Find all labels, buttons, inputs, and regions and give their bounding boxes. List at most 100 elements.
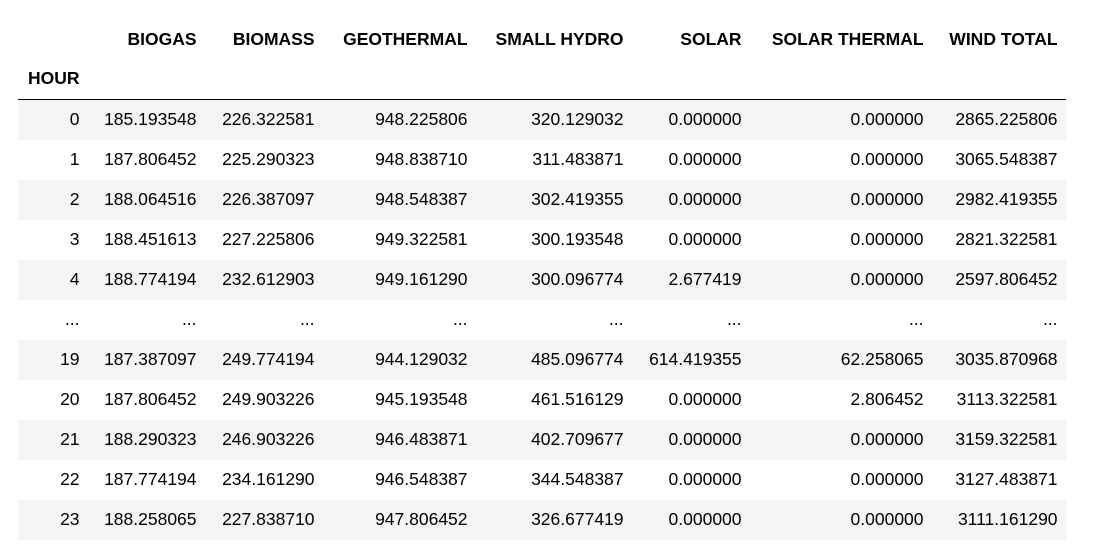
table-cell: ... <box>181 309 197 329</box>
table-cell: 227.225806 <box>222 229 315 249</box>
table-cell: 62.258065 <box>840 349 924 369</box>
row-index: 19 <box>60 349 80 369</box>
row-index: 23 <box>60 509 80 529</box>
table-header: BIOGAS BIOMASS GEOTHERMAL SMALL HYDRO SO… <box>18 20 1066 100</box>
column-header-row: BIOGAS BIOMASS GEOTHERMAL SMALL HYDRO SO… <box>18 20 1066 58</box>
table-cell: 226.387097 <box>222 189 315 209</box>
table-cell: 949.161290 <box>375 269 468 289</box>
index-name-row: HOUR <box>18 58 1066 100</box>
table-cell: 0.000000 <box>850 149 924 169</box>
table-cell: 948.548387 <box>375 189 468 209</box>
table-cell: 188.451613 <box>104 229 197 249</box>
table-cell: 3127.483871 <box>955 469 1058 489</box>
table-cell: 188.258065 <box>104 509 197 529</box>
row-index: ... <box>64 309 80 329</box>
column-header-small-hydro: SMALL HYDRO <box>495 28 624 49</box>
table-cell: 249.903226 <box>222 389 315 409</box>
table-cell: 0.000000 <box>850 469 924 489</box>
table-cell: 234.161290 <box>222 469 315 489</box>
table-cell: 187.806452 <box>104 389 197 409</box>
table-cell: 249.774194 <box>222 349 315 369</box>
table-cell: 188.774194 <box>104 269 197 289</box>
table-row: 2 188.064516 226.387097 948.548387 302.41935… <box>18 179 1066 220</box>
table-cell: ... <box>452 309 468 329</box>
table-cell: 3111.161290 <box>957 509 1058 529</box>
row-index: 21 <box>60 429 80 449</box>
table-cell: 947.806452 <box>375 509 468 529</box>
table-cell: 302.419355 <box>531 189 624 209</box>
table-cell: 2.677419 <box>668 269 742 289</box>
table-cell: 2.806452 <box>850 389 924 409</box>
table-row: 21 188.290323 246.903226 946.483871 402.7096… <box>18 419 1066 460</box>
table-cell: 2821.322581 <box>955 229 1058 249</box>
table-row: 3 188.451613 227.225806 949.322581 300.19354… <box>18 219 1066 260</box>
table-cell: 300.096774 <box>531 269 624 289</box>
table-body: 0 185.193548 226.322581 948.225806 320.12903… <box>18 99 1066 540</box>
table-cell: 227.838710 <box>222 509 315 529</box>
column-header-solar-thermal: SOLAR THERMAL <box>771 28 924 49</box>
table-cell: 188.064516 <box>104 189 197 209</box>
table-cell: 311.483871 <box>532 149 624 169</box>
table-cell: 0.000000 <box>850 269 924 289</box>
table-row: 19 187.387097 249.774194 944.129032 485.0967… <box>18 339 1066 380</box>
table-cell: 3159.322581 <box>955 429 1058 449</box>
table-row: ........................ <box>18 299 1066 340</box>
table-cell: 0.000000 <box>668 109 742 130</box>
table-cell: ... <box>1042 309 1058 329</box>
row-index: 20 <box>60 389 80 409</box>
table-cell: 485.096774 <box>531 349 624 369</box>
table-cell: 945.193548 <box>375 389 468 409</box>
table-row: 20 187.806452 249.903226 945.193548 461.5161… <box>18 379 1066 420</box>
table-cell: 185.193548 <box>104 109 197 130</box>
table-cell: 225.290323 <box>222 149 315 169</box>
column-header-solar: SOLAR <box>680 28 742 49</box>
table-cell: ... <box>299 309 315 329</box>
row-index: 1 <box>69 149 80 169</box>
table-cell: 2982.419355 <box>955 189 1058 209</box>
column-header-wind-total: WIND TOTAL <box>949 28 1058 49</box>
table-cell: 948.225806 <box>375 109 468 130</box>
index-corner-cell <box>18 20 88 58</box>
table-row: 1 187.806452 225.290323 948.838710 311.48387… <box>18 139 1066 180</box>
row-index: 3 <box>69 229 80 249</box>
table-cell: 3113.322581 <box>956 389 1058 409</box>
table-cell: 300.193548 <box>531 229 624 249</box>
table-cell: 0.000000 <box>850 229 924 249</box>
table-cell: 0.000000 <box>668 469 742 489</box>
table-cell: 0.000000 <box>668 509 742 529</box>
table-row: 0 185.193548 226.322581 948.225806 320.12903… <box>18 99 1066 140</box>
table-cell: 0.000000 <box>668 229 742 249</box>
table-cell: 949.322581 <box>375 229 468 249</box>
table-cell: 3035.870968 <box>955 349 1058 369</box>
table-cell: 187.387097 <box>104 349 197 369</box>
table-cell: 232.612903 <box>222 269 315 289</box>
index-name-header: HOUR <box>28 68 80 88</box>
table-cell: 402.709677 <box>531 429 624 449</box>
table-cell: 0.000000 <box>850 429 924 449</box>
table-cell: 2865.225806 <box>955 109 1058 130</box>
table-cell: 461.516129 <box>531 389 624 409</box>
table-cell: 344.548387 <box>531 469 624 489</box>
table-row: 4 188.774194 232.612903 949.161290 300.09677… <box>18 259 1066 300</box>
column-header-biogas: BIOGAS <box>127 28 197 49</box>
table-cell: 326.677419 <box>531 509 624 529</box>
table-cell: 614.419355 <box>649 349 742 369</box>
table-cell: 946.548387 <box>375 469 468 489</box>
row-index: 0 <box>69 109 80 130</box>
table-cell: 0.000000 <box>668 189 742 209</box>
row-index: 4 <box>69 269 80 289</box>
table-cell: ... <box>608 309 624 329</box>
table-cell: 320.129032 <box>531 109 624 130</box>
table-cell: 0.000000 <box>668 429 742 449</box>
table-cell: ... <box>908 309 924 329</box>
row-index: 2 <box>69 189 80 209</box>
table-cell: 187.806452 <box>104 149 197 169</box>
row-index: 22 <box>60 469 80 489</box>
table-row: 22 187.774194 234.161290 946.548387 344.5483… <box>18 459 1066 500</box>
table-cell: 187.774194 <box>104 469 197 489</box>
table-cell: 0.000000 <box>668 389 742 409</box>
table-cell: 3065.548387 <box>955 149 1058 169</box>
table-cell: 0.000000 <box>668 149 742 169</box>
table-row: 23 188.258065 227.838710 947.806452 326.6774… <box>18 499 1066 540</box>
table-cell: 226.322581 <box>222 109 315 130</box>
